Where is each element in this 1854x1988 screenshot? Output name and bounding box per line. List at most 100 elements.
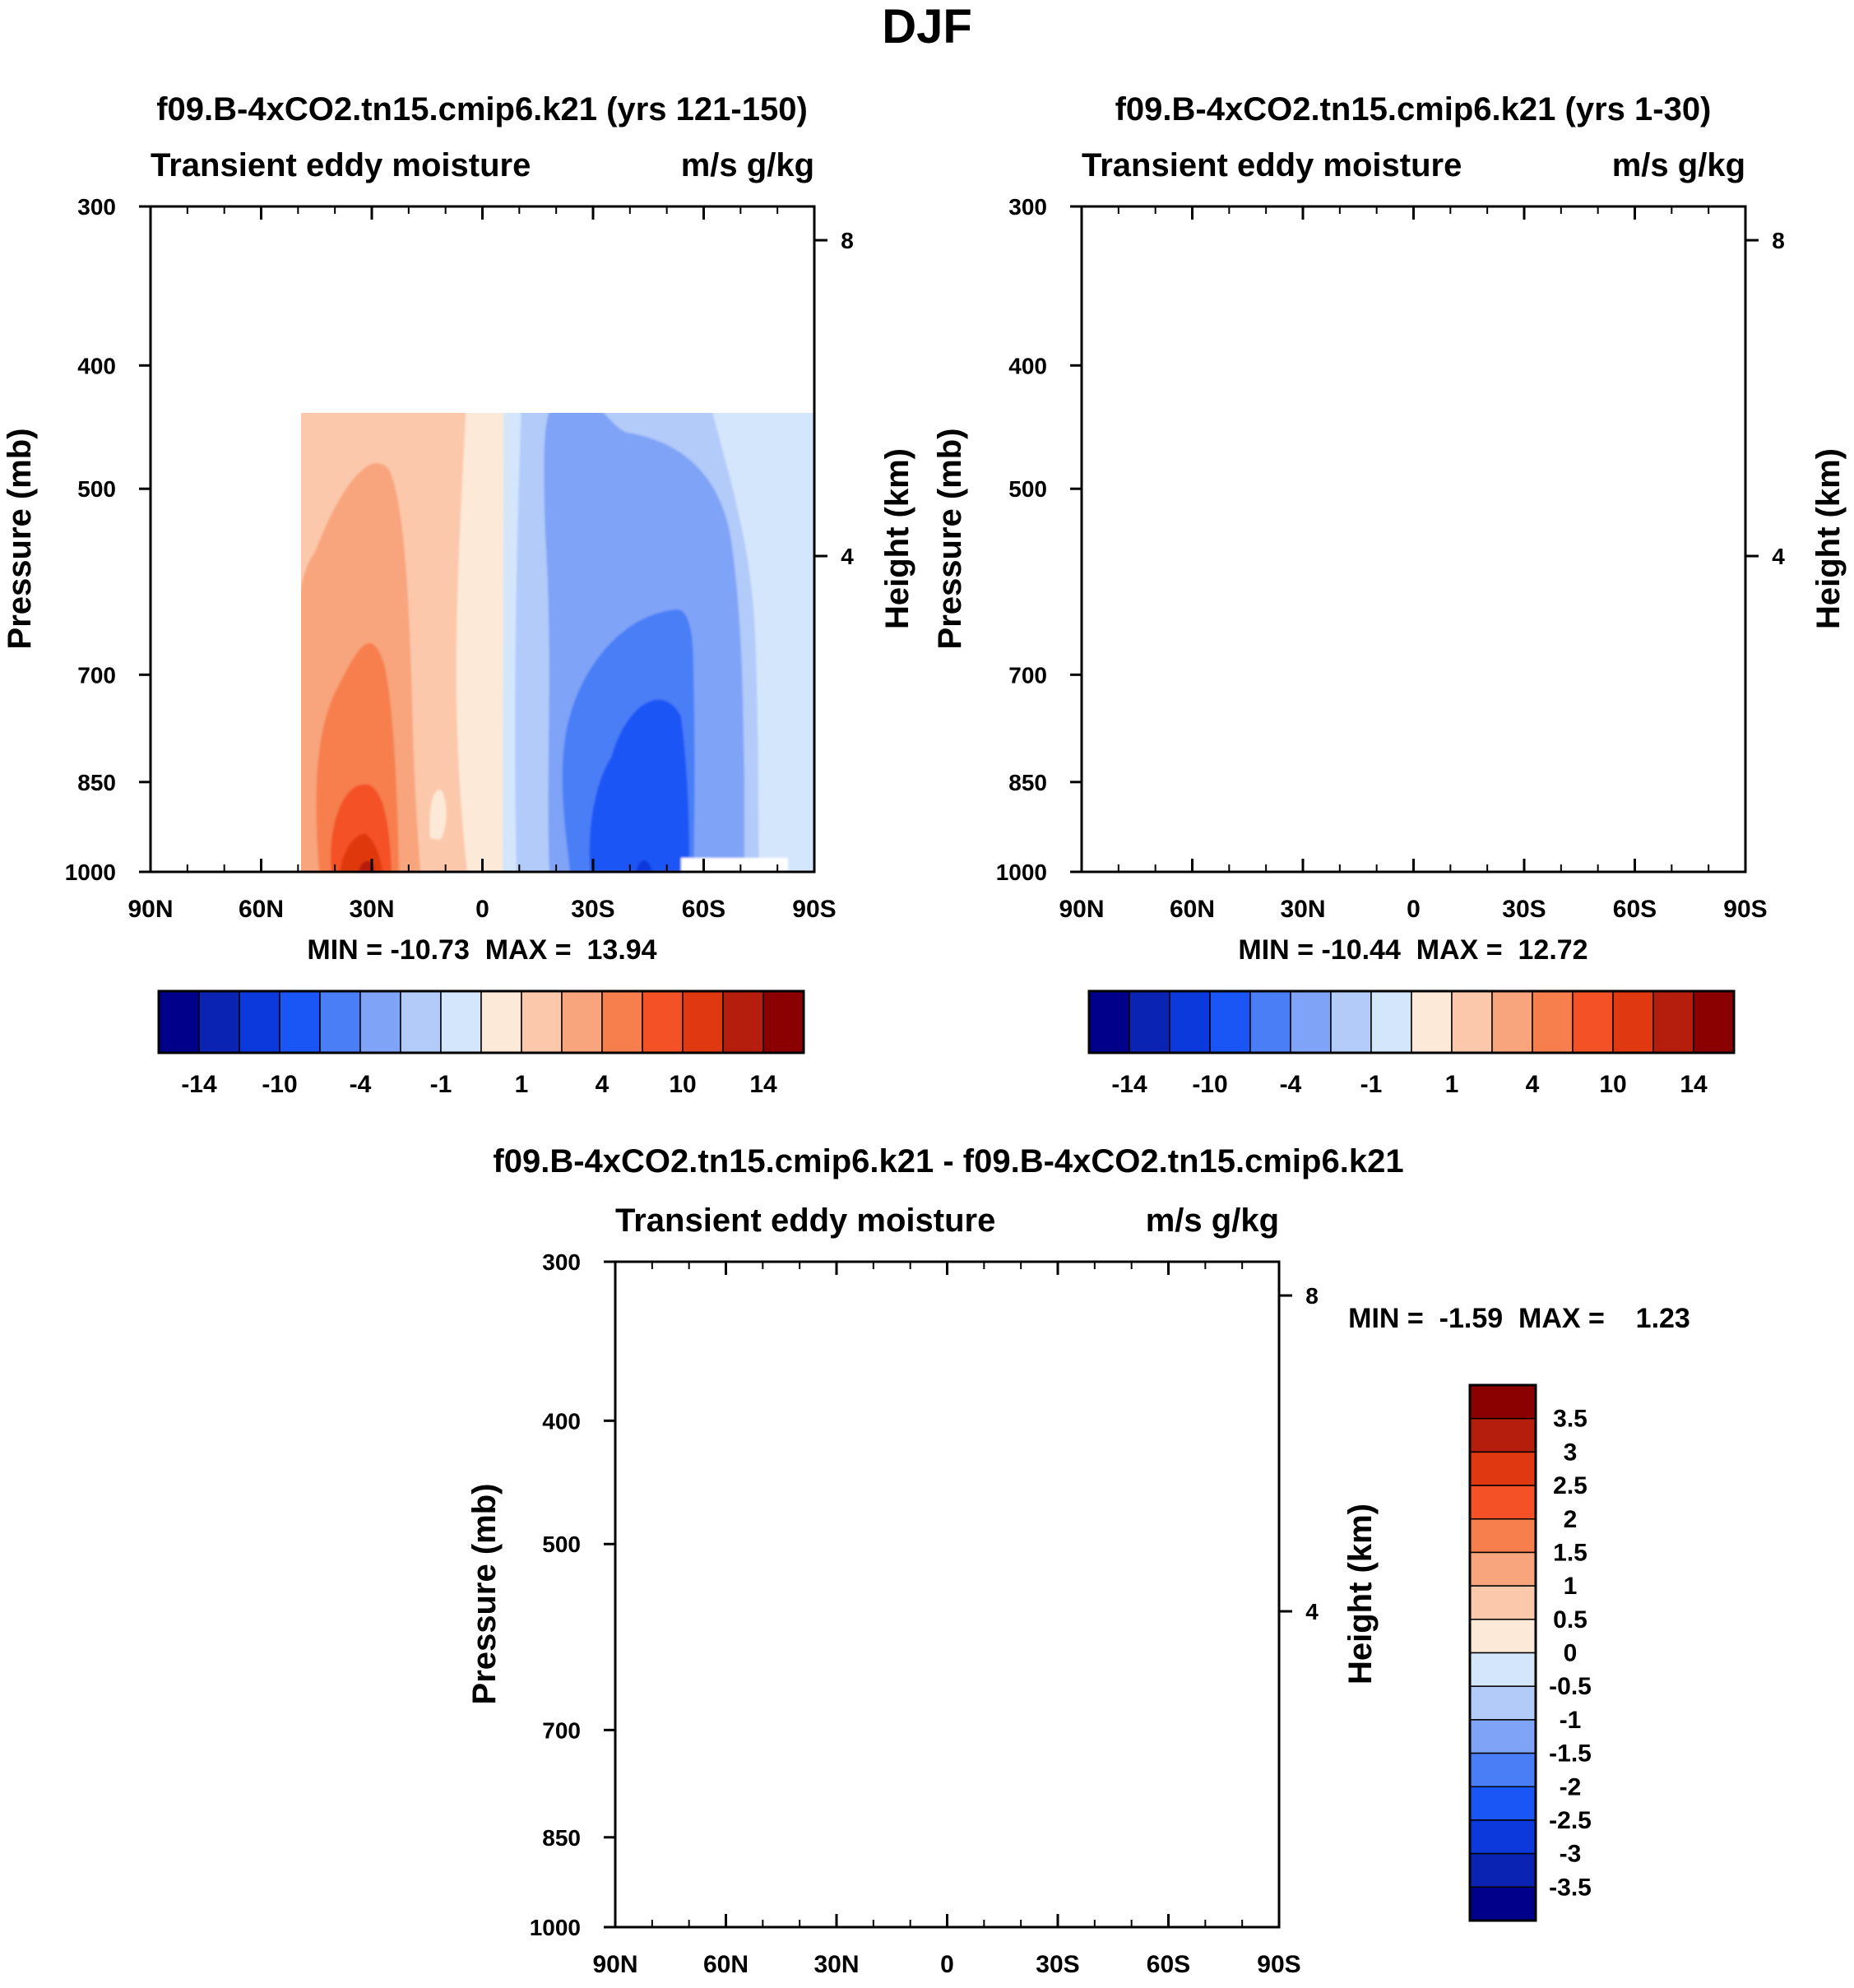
contour-band xyxy=(1431,206,1745,872)
colorbar-swatch xyxy=(1129,990,1170,1054)
y-tick-label: 400 xyxy=(77,353,116,378)
colorbar-swatch xyxy=(1469,1685,1537,1721)
contour-band xyxy=(1468,287,1678,872)
x-tick-label: 0 xyxy=(1407,896,1421,923)
colorbar-swatch xyxy=(1411,990,1453,1054)
contour-band xyxy=(799,634,814,872)
contour-band xyxy=(1573,860,1587,872)
colorbar-label: -1.5 xyxy=(1549,1740,1592,1768)
colorbar-frame xyxy=(1468,1383,1537,1922)
colorbar-swatch xyxy=(239,990,280,1054)
x-tick-label: 0 xyxy=(475,896,489,923)
x-tick-label: 60N xyxy=(1170,896,1215,923)
height-ticks: 84 xyxy=(1745,228,1785,569)
colorbar-top-left: -14 -10 -4 -1 1 4 10 14 xyxy=(157,989,805,1098)
y-tick-label: 700 xyxy=(542,1717,581,1743)
colorbar-label: 2 xyxy=(1564,1506,1578,1533)
y-tick-label: 850 xyxy=(1008,770,1047,795)
colorbar-label: -2 xyxy=(1560,1773,1582,1800)
colorbar-swatch xyxy=(198,990,240,1054)
contour-band xyxy=(429,790,447,840)
colorbar-swatch xyxy=(561,990,603,1054)
y-tick-label: 300 xyxy=(1008,194,1047,220)
missing-data xyxy=(1150,1913,1183,1927)
minmax-label: MIN = -10.44 MAX = 12.72 xyxy=(1238,934,1587,966)
colorbar-swatch xyxy=(1693,990,1735,1054)
contour-band xyxy=(808,1708,878,1927)
contour-band xyxy=(359,860,374,872)
colorbar-swatch xyxy=(480,990,522,1054)
colorbar-swatch xyxy=(1469,1518,1537,1554)
colorbar-swatch xyxy=(1469,1819,1537,1855)
panel-variable-label: Transient eddy moisture xyxy=(615,1203,995,1239)
contour-band xyxy=(1255,790,1318,872)
y2-tick-label: 4 xyxy=(841,544,854,569)
y2-tick-label: 4 xyxy=(1305,1599,1319,1624)
colorbar-swatch xyxy=(1469,1384,1537,1420)
colorbar-label: 1 xyxy=(1564,1573,1578,1600)
colorbar-swatch xyxy=(1370,990,1412,1054)
x-tick-label: 30S xyxy=(571,896,614,923)
colorbar-swatch xyxy=(601,990,643,1054)
colorbar-swatch xyxy=(1652,990,1694,1054)
colorbar-swatch xyxy=(1469,1852,1537,1888)
colorbar-swatch xyxy=(762,990,804,1054)
colorbar-label: -0.5 xyxy=(1549,1673,1592,1700)
colorbar-swatch xyxy=(1469,1551,1537,1587)
plot-frame xyxy=(614,1260,1281,1929)
colorbar-swatch xyxy=(521,990,563,1054)
x-tick-label: 30N xyxy=(349,896,394,923)
colorbar-swatch xyxy=(682,990,724,1054)
y-tick-label: 700 xyxy=(77,662,116,688)
minmax-label: MIN = -10.73 MAX = 13.94 xyxy=(307,934,656,966)
panel-title: f09.B-4xCO2.tn15.cmip6.k21 - f09.B-4xCO2… xyxy=(493,1143,1403,1179)
contour-band xyxy=(929,1588,948,1927)
panel-units-label: m/s g/kg xyxy=(1146,1203,1279,1239)
x-tick-label: 30S xyxy=(1502,896,1546,923)
x-tick-label: 90N xyxy=(127,896,173,923)
colorbar-swatch xyxy=(1469,1417,1537,1453)
y-axis-label: Pressure (mb) xyxy=(2,429,38,650)
contour-band xyxy=(1279,863,1300,872)
y-tick-label: 700 xyxy=(1008,662,1047,688)
colorbar-label: 3 xyxy=(1564,1439,1578,1466)
y-tick-label: 500 xyxy=(77,476,116,502)
colorbar-swatch xyxy=(1469,1451,1537,1486)
colorbar-swatch xyxy=(400,990,442,1054)
height-ticks: 84 xyxy=(814,228,854,569)
x-tick-label: 90S xyxy=(1257,1951,1300,1978)
figure-title: DJF xyxy=(882,0,972,53)
colorbar-label: -2.5 xyxy=(1549,1807,1592,1834)
contour-band xyxy=(1079,1879,1119,1927)
colorbar-label: 14 xyxy=(749,1071,777,1098)
x-tick-label: 90S xyxy=(792,896,836,923)
x-tick-label: 60S xyxy=(1613,896,1657,923)
contour-band xyxy=(1207,1902,1233,1927)
colorbar-label: -3 xyxy=(1560,1841,1582,1868)
colorbar-difference: 3.5 3 2.5 2 1.5 1 0.5 0 -0.5 -1 -1.5 -2 -2.5 -3 -3.5 xyxy=(1468,1383,1592,1922)
colorbar-swatch xyxy=(1249,990,1291,1054)
colorbar-swatch xyxy=(1469,1752,1537,1787)
y2-tick-label: 8 xyxy=(1772,228,1785,253)
colorbar-label: 1.5 xyxy=(1553,1539,1587,1566)
colorbar-label: 4 xyxy=(1526,1071,1540,1098)
y-tick-label: 1000 xyxy=(530,1915,581,1940)
minmax-label: MIN = -1.59 MAX = 1.23 xyxy=(1348,1303,1690,1334)
x-tick-label: 30S xyxy=(1036,1951,1079,1978)
y-tick-label: 400 xyxy=(542,1408,581,1434)
panel-variable-label: Transient eddy moisture xyxy=(151,147,531,183)
y2-tick-label: 8 xyxy=(841,228,854,253)
colorbar-swatch xyxy=(1469,1585,1537,1620)
colorbar-label: -1 xyxy=(1360,1071,1383,1098)
contour-band-background xyxy=(1082,206,1745,872)
lat-ticks: 90N 60N 30N 0 30S 60S 90S xyxy=(127,206,837,923)
contour-band xyxy=(1114,1586,1190,1927)
x-tick-label: 0 xyxy=(940,1951,954,1978)
panel-units-label: m/s g/kg xyxy=(681,147,814,183)
x-tick-label: 30N xyxy=(813,1951,859,1978)
colorbar-label: 10 xyxy=(1599,1071,1626,1098)
colorbar-label: 2.5 xyxy=(1553,1472,1587,1499)
colorbar-swatch xyxy=(1491,990,1533,1054)
colorbar-label: -10 xyxy=(262,1071,297,1098)
colorbar-frame xyxy=(1087,989,1736,1054)
